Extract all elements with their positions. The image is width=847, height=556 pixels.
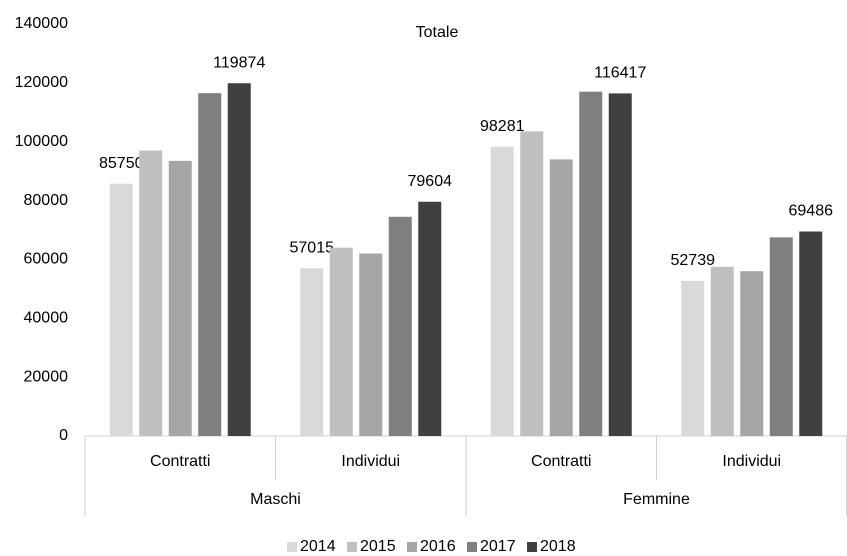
bar — [329, 247, 353, 436]
x-tick-label: Individui — [341, 453, 400, 470]
bar — [359, 253, 383, 436]
bar — [139, 150, 163, 437]
bar — [300, 268, 324, 436]
bar — [388, 216, 412, 436]
x-tick-label: Individui — [722, 453, 781, 470]
bar — [520, 131, 544, 436]
data-label: 116417 — [594, 65, 646, 82]
bar — [681, 280, 705, 436]
bar — [198, 93, 222, 437]
data-label: 119874 — [213, 54, 265, 71]
bar — [799, 231, 823, 436]
y-tick-label: 140000 — [15, 15, 68, 32]
y-tick-label: 40000 — [24, 310, 69, 327]
legend-swatch — [527, 542, 537, 552]
data-label: 98281 — [480, 118, 525, 135]
y-tick-label: 100000 — [15, 133, 68, 150]
bar — [227, 83, 251, 437]
bar — [418, 201, 442, 436]
legend-label: 2015 — [360, 538, 396, 555]
y-tick-label: 80000 — [24, 192, 69, 209]
bar — [740, 271, 764, 436]
legend-swatch — [287, 542, 297, 552]
bar — [549, 159, 573, 436]
y-tick-label: 60000 — [24, 251, 69, 268]
data-label: 85750 — [99, 155, 144, 172]
legend-swatch — [467, 542, 477, 552]
x-tick-label: Contratti — [150, 453, 210, 470]
bar — [769, 237, 793, 436]
legend-label: 2014 — [300, 538, 336, 555]
group-label: Femmine — [623, 491, 690, 508]
bar — [579, 91, 603, 436]
bar — [109, 183, 133, 436]
y-tick-label: 20000 — [24, 368, 69, 385]
legend-swatch — [347, 542, 357, 552]
data-label: 79604 — [408, 173, 453, 190]
group-label: Maschi — [250, 491, 301, 508]
legend-label: 2016 — [420, 538, 456, 555]
chart-title: Totale — [416, 24, 459, 41]
bar — [490, 146, 514, 436]
bar — [168, 160, 192, 437]
bar — [608, 93, 632, 436]
data-label: 69486 — [789, 203, 834, 220]
legend-swatch — [407, 542, 417, 552]
legend-label: 2018 — [540, 538, 576, 555]
y-tick-label: 120000 — [15, 74, 68, 91]
bar — [710, 266, 734, 436]
data-label: 52739 — [671, 252, 716, 269]
legend-label: 2017 — [480, 538, 516, 555]
data-label: 57015 — [290, 239, 335, 256]
y-tick-label: 0 — [59, 427, 68, 444]
x-tick-label: Contratti — [531, 453, 591, 470]
